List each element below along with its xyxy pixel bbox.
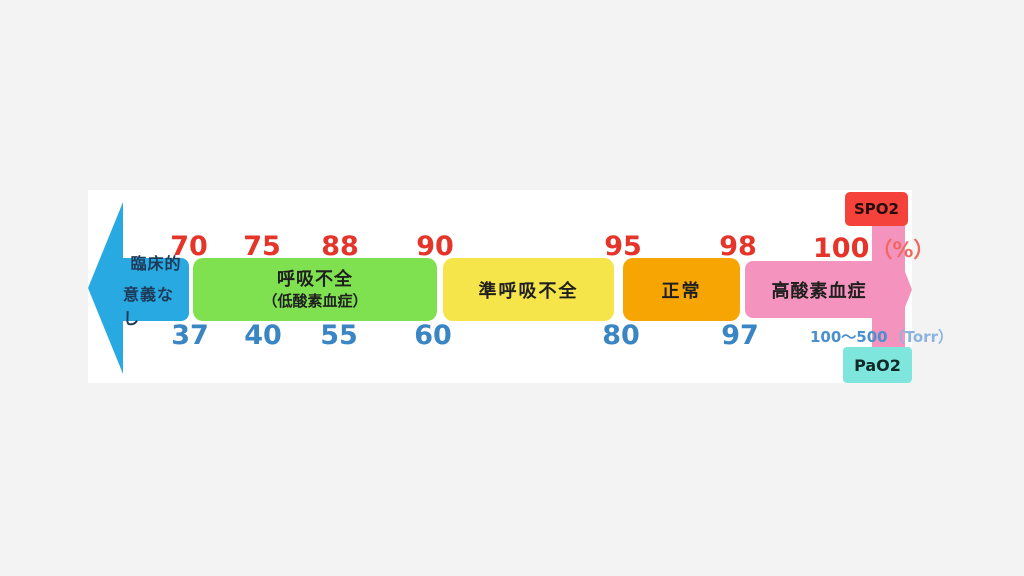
zone-label: 高酸素血症	[771, 280, 867, 302]
zone-label-line: （低酸素血症）	[262, 291, 368, 310]
zone-label-line: 臨床的	[130, 254, 182, 273]
pao2-end-tick: 100～500 （Torr）	[810, 326, 953, 347]
spo2-end-value: 100	[813, 233, 870, 264]
pao2-end-unit: （Torr）	[889, 328, 953, 346]
pao2-tick: 97	[721, 320, 759, 351]
left-arrow-head-icon	[88, 202, 123, 374]
zone-label: 正常	[661, 280, 702, 302]
zone-hyperoxemia: 高酸素血症	[745, 261, 893, 318]
zone-normal: 正常	[623, 258, 740, 321]
spo2-axis-label: SPO2	[854, 200, 899, 218]
pao2-tick: 60	[414, 320, 452, 351]
spo2-end-tick: 100 （%）	[813, 234, 934, 264]
spo2-axis-box: SPO2	[845, 192, 908, 226]
pao2-axis-label: PaO2	[854, 355, 901, 375]
zone-clinical-insignificance: 臨床的 意義なし	[123, 254, 189, 328]
oxygen-scale-slide: 臨床的 意義なし 呼吸不全 （低酸素血症） 準呼吸不全 正常 高酸素血症 SPO…	[88, 190, 953, 383]
zone-label: 準呼吸不全	[478, 280, 579, 302]
spo2-tick: 90	[416, 231, 454, 262]
spo2-tick: 70	[170, 231, 208, 262]
pao2-end-value: 100～500	[810, 328, 888, 346]
zone-semi-respiratory-failure: 準呼吸不全	[443, 258, 614, 321]
pao2-tick: 40	[244, 320, 282, 351]
pao2-axis-box: PaO2	[843, 347, 912, 383]
spo2-tick: 95	[604, 231, 642, 262]
zone-label-line: 意義なし	[123, 285, 175, 328]
spo2-tick: 98	[719, 231, 757, 262]
zone-respiratory-failure: 呼吸不全 （低酸素血症）	[193, 258, 437, 321]
pao2-tick: 55	[320, 320, 358, 351]
pao2-tick: 80	[602, 320, 640, 351]
spo2-tick: 88	[321, 231, 359, 262]
zone-label-line: 呼吸不全	[277, 268, 353, 290]
spo2-end-unit: （%）	[871, 238, 935, 262]
pao2-tick: 37	[171, 320, 209, 351]
spo2-tick: 75	[243, 231, 281, 262]
